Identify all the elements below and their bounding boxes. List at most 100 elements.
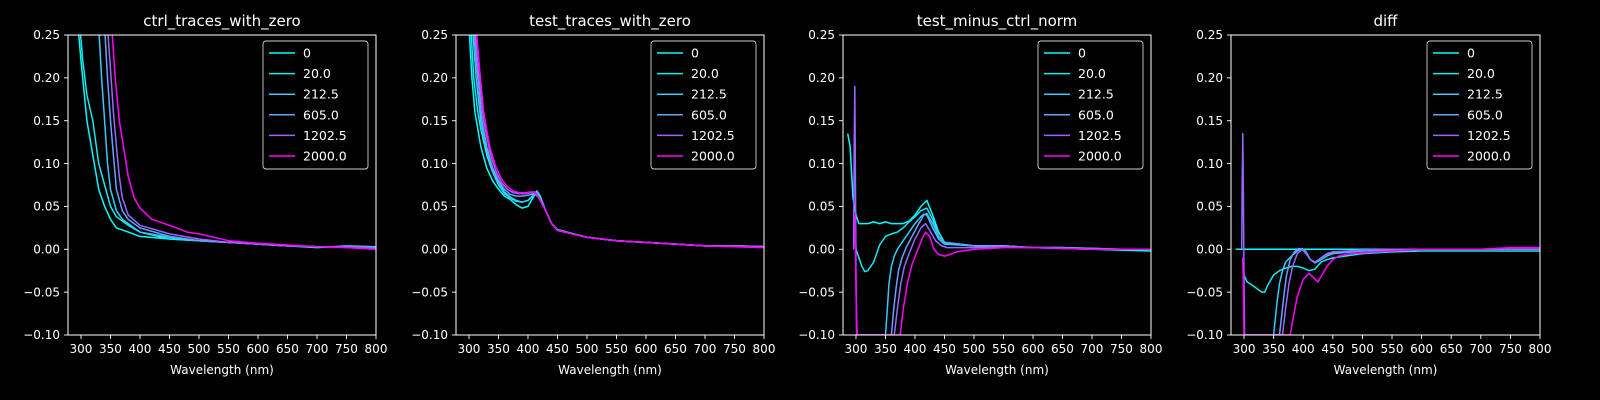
legend-label: 0 xyxy=(691,46,699,61)
x-tick-label: 500 xyxy=(188,342,211,356)
legend-label: 605.0 xyxy=(1467,107,1503,122)
y-tick-label: −0.05 xyxy=(798,285,835,299)
legend-label: 20.0 xyxy=(1078,66,1106,81)
x-tick-label: 550 xyxy=(992,342,1015,356)
legend-label: 1202.5 xyxy=(303,128,347,143)
y-tick-label: −0.10 xyxy=(798,328,835,342)
x-tick-label: 350 xyxy=(487,342,510,356)
x-tick-label: 650 xyxy=(664,342,687,356)
y-tick-label: 0.10 xyxy=(1196,157,1223,171)
series-group xyxy=(1235,132,1540,335)
x-tick-label: 550 xyxy=(217,342,240,356)
legend-label: 1202.5 xyxy=(1467,128,1511,143)
y-tick-label: 0.15 xyxy=(33,114,60,128)
y-tick-label: 0.25 xyxy=(421,28,448,42)
chart-title: diff xyxy=(1373,12,1398,30)
x-tick-label: 450 xyxy=(933,342,956,356)
y-tick-label: 0.25 xyxy=(808,28,835,42)
series-group xyxy=(77,35,376,251)
x-tick-label: 300 xyxy=(1233,342,1256,356)
x-tick-label: 300 xyxy=(458,342,481,356)
x-tick-label: 400 xyxy=(129,342,152,356)
x-axis-label: Wavelength (nm) xyxy=(1334,363,1438,377)
x-tick-label: 500 xyxy=(576,342,599,356)
axes-frame xyxy=(455,34,765,336)
x-tick-label: 450 xyxy=(158,342,181,356)
x-tick-label: 400 xyxy=(517,342,540,356)
x-tick-label: 700 xyxy=(1081,342,1104,356)
series-line-2000.0 xyxy=(1242,246,1540,335)
series-line-2000.0 xyxy=(476,35,764,249)
x-tick-label: 800 xyxy=(753,342,776,356)
x-tick-label: 450 xyxy=(546,342,569,356)
y-tick-label: −0.10 xyxy=(23,328,60,342)
x-tick-label: 750 xyxy=(1110,342,1133,356)
y-tick-label: 0.20 xyxy=(33,71,60,85)
x-tick-label: 500 xyxy=(963,342,986,356)
y-tick-label: 0.00 xyxy=(808,242,835,256)
y-tick-label: 0.20 xyxy=(808,71,835,85)
legend: 0 20.0 212.5 605.0 1202.5 2000.0 xyxy=(262,40,369,170)
legend-label: 20.0 xyxy=(303,66,331,81)
x-axis-label: Wavelength (nm) xyxy=(558,363,662,377)
x-tick-label: 800 xyxy=(1529,342,1552,356)
x-tick-label: 600 xyxy=(635,342,658,356)
legend-label: 605.0 xyxy=(1078,107,1114,122)
x-tick-label: 600 xyxy=(1410,342,1433,356)
chart-title: test_minus_ctrl_norm xyxy=(917,12,1078,31)
y-tick-label: 0.05 xyxy=(1196,200,1223,214)
y-tick-label: −0.05 xyxy=(23,285,60,299)
legend-label: 1202.5 xyxy=(691,128,735,143)
y-tick-label: 0.00 xyxy=(421,242,448,256)
chart-title: test_traces_with_zero xyxy=(529,12,691,31)
y-tick-label: 0.10 xyxy=(33,157,60,171)
series-line-2000.0 xyxy=(111,35,376,251)
series-line-20.0 xyxy=(1242,250,1540,293)
y-tick-label: 0.05 xyxy=(33,200,60,214)
y-tick-label: 0.20 xyxy=(421,71,448,85)
x-tick-label: 800 xyxy=(1140,342,1163,356)
axes-frame xyxy=(1230,34,1541,336)
legend-label: 605.0 xyxy=(303,107,339,122)
chart-panel-4: diff 300 350 400 450 500 550 600 650 700 750 800 −0.… xyxy=(1186,12,1551,377)
y-tick-label: 0.10 xyxy=(421,157,448,171)
legend: 0 20.0 212.5 605.0 1202.5 2000.0 xyxy=(650,40,757,170)
legend-label: 0 xyxy=(1467,46,1475,61)
x-tick-label: 650 xyxy=(1051,342,1074,356)
y-tick-label: 0.05 xyxy=(808,200,835,214)
x-tick-label: 600 xyxy=(247,342,270,356)
x-tick-label: 550 xyxy=(605,342,628,356)
x-tick-label: 450 xyxy=(1321,342,1344,356)
y-tick-label: 0.20 xyxy=(1196,71,1223,85)
x-tick-label: 350 xyxy=(1262,342,1285,356)
legend-label: 212.5 xyxy=(1078,87,1114,102)
x-tick-label: 600 xyxy=(1022,342,1045,356)
series-group xyxy=(468,35,764,249)
y-tick-label: 0.25 xyxy=(33,28,60,42)
legend-label: 212.5 xyxy=(691,87,727,102)
x-tick-label: 700 xyxy=(1469,342,1492,356)
chart-title: ctrl_traces_with_zero xyxy=(143,12,300,31)
legend-label: 20.0 xyxy=(691,66,719,81)
x-tick-label: 500 xyxy=(1351,342,1374,356)
y-tick-label: 0.00 xyxy=(33,242,60,256)
y-tick-label: 0.25 xyxy=(1196,28,1223,42)
chart-panel-3: test_minus_ctrl_norm 300 350 400 450 500 550 60… xyxy=(798,12,1162,377)
y-tick-label: 0.15 xyxy=(421,114,448,128)
chart-panel-1: ctrl_traces_with_zero 300 350 400 450 500 550 6… xyxy=(23,12,387,377)
x-tick-label: 350 xyxy=(874,342,897,356)
legend-label: 2000.0 xyxy=(691,149,735,164)
y-tick-label: 0.10 xyxy=(808,157,835,171)
axes-frame xyxy=(67,34,377,336)
x-tick-label: 750 xyxy=(335,342,358,356)
y-tick-label: 0.15 xyxy=(1196,114,1223,128)
x-tick-label: 400 xyxy=(1292,342,1315,356)
x-tick-label: 650 xyxy=(1440,342,1463,356)
x-tick-label: 700 xyxy=(694,342,717,356)
x-tick-label: 350 xyxy=(99,342,122,356)
x-tick-label: 300 xyxy=(845,342,868,356)
x-tick-label: 550 xyxy=(1381,342,1404,356)
y-tick-label: 0.00 xyxy=(1196,242,1223,256)
